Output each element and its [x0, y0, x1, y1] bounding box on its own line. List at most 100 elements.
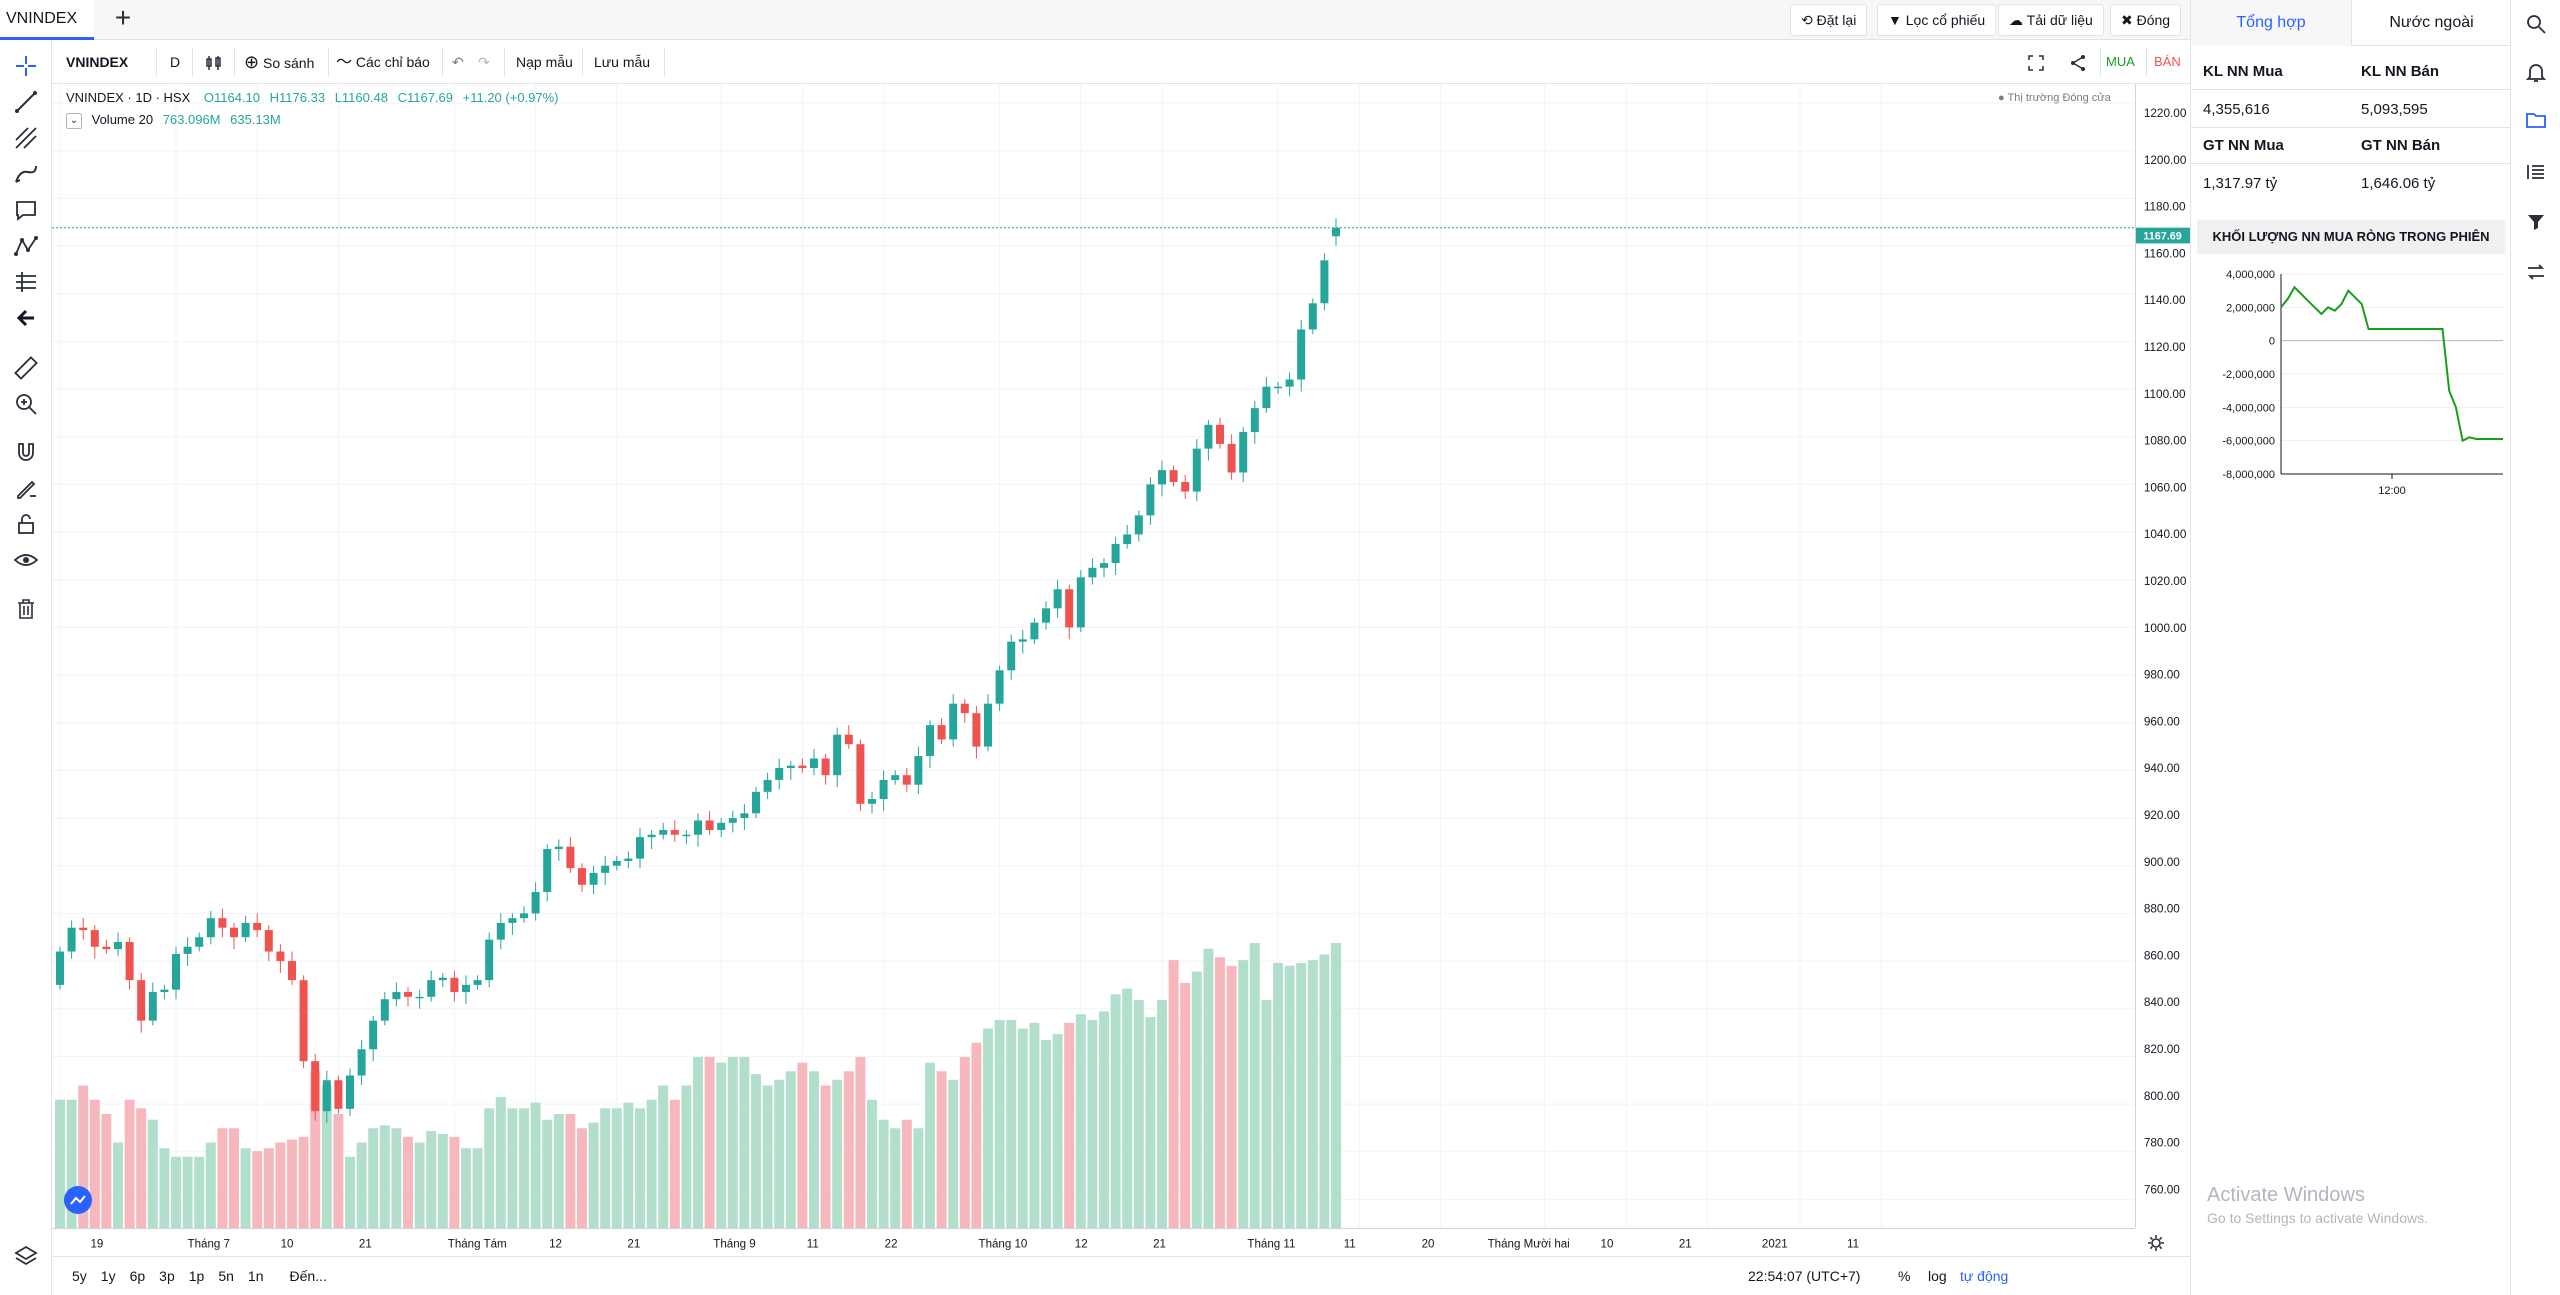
volume-bar [716, 1062, 727, 1228]
candle [1216, 417, 1224, 449]
buy-button[interactable]: MUA [2106, 54, 2135, 69]
volume-bar [600, 1108, 611, 1228]
draw-mode-icon[interactable] [10, 472, 42, 504]
pattern-icon[interactable] [10, 230, 42, 262]
chart-settings-gear-icon[interactable] [2146, 1233, 2170, 1253]
collapse-legend-icon[interactable]: ⌄ [66, 112, 82, 129]
layers-icon[interactable] [10, 1240, 42, 1272]
ruler-icon[interactable] [10, 352, 42, 384]
search-icon[interactable] [2524, 12, 2548, 36]
volume-bar [820, 1085, 831, 1228]
fullscreen-icon[interactable] [2026, 40, 2046, 84]
candle [276, 944, 285, 973]
price-tick-label: 1020.00 [2144, 575, 2187, 588]
volume-bar [693, 1057, 703, 1228]
kl-ban-value: 5,093,595 [2361, 101, 2428, 118]
volume-bar [727, 1057, 738, 1228]
load-template-button[interactable]: Nạp mẫu [516, 54, 573, 70]
time-axis[interactable]: 19 Tháng 7 10 21 Tháng Tám 12 21 Tháng 9 11 22 Thá… [52, 1228, 2135, 1256]
candle [496, 913, 505, 950]
goto-date-button[interactable]: Đến... [289, 1268, 327, 1284]
range-1p[interactable]: 1p [188, 1268, 205, 1284]
indicators-button[interactable]: 〜 Các chỉ báo [336, 40, 430, 84]
candle [752, 787, 760, 819]
tradingview-logo-icon[interactable] [64, 1186, 92, 1214]
undo-icon[interactable]: ↶ [452, 54, 464, 70]
add-tab-button[interactable]: + [114, 2, 132, 33]
reset-label: Đặt lại [1816, 12, 1857, 28]
volume-bar [182, 1156, 193, 1228]
symbol-search[interactable]: VNINDEX [66, 54, 129, 70]
price-tick-label: 840.00 [2144, 996, 2180, 1009]
swap-arrows-icon[interactable] [2524, 260, 2548, 284]
candle [612, 856, 621, 871]
back-arrow-icon[interactable] [10, 302, 42, 334]
sell-button[interactable]: BÁN [2154, 54, 2181, 69]
foreign-trading-panel: Tổng hợp Nước ngoài KL NN Mua KL NN Bán … [2190, 0, 2511, 1295]
crosshair-icon[interactable] [10, 50, 42, 82]
volume-bar [901, 1119, 912, 1228]
log-scale-toggle[interactable]: log [1928, 1268, 1947, 1284]
save-template-button[interactable]: Lưu mẫu [594, 54, 651, 70]
candle [450, 970, 459, 1002]
trend-line-icon[interactable] [10, 86, 42, 118]
range-6p[interactable]: 6p [129, 1268, 146, 1284]
magnet-icon[interactable] [10, 436, 42, 468]
volume-bar [867, 1099, 877, 1228]
auto-scale-toggle[interactable]: tự động [1960, 1268, 2009, 1284]
range-1n[interactable]: 1n [247, 1268, 264, 1284]
candle [299, 975, 308, 1069]
price-axis[interactable]: 760.00 780.00 800.00 820.00 840.00 860.00 880.… [2135, 84, 2190, 1228]
price-tick-label: 880.00 [2144, 903, 2180, 916]
volume-bar [1168, 960, 1179, 1228]
chart-type-icon[interactable] [204, 40, 224, 84]
reset-button[interactable]: ⟲ Đặt lại [1790, 4, 1868, 36]
time-tick-label: Tháng 7 [188, 1238, 230, 1250]
candle [102, 939, 111, 954]
candle [1297, 319, 1306, 392]
range-5y[interactable]: 5y [72, 1268, 87, 1284]
zoom-in-icon[interactable] [10, 388, 42, 420]
net-foreign-volume-chart[interactable]: 4,000,000 2,000,000 0 -2,000,000 -4,000,000 -… [2191, 262, 2511, 502]
interval-selector[interactable]: D [170, 54, 181, 70]
eye-icon[interactable] [10, 544, 42, 576]
filter-stocks-button[interactable]: ▼ Lọc cổ phiếu [1877, 4, 1997, 36]
close-button[interactable]: ✖ Đóng [2110, 4, 2182, 36]
volume-bar [1319, 954, 1330, 1228]
price-chart[interactable] [52, 84, 2135, 1228]
compare-button[interactable]: ⊕ So sánh [244, 40, 314, 84]
range-3p[interactable]: 3p [159, 1268, 175, 1284]
list-icon[interactable] [2524, 160, 2548, 184]
volume-bar [553, 1114, 564, 1228]
panel-tabs: Tổng hợp Nước ngoài [2191, 0, 2511, 46]
tab-nuoc-ngoai[interactable]: Nước ngoài [2351, 0, 2511, 46]
candle [984, 694, 992, 752]
redo-icon[interactable]: ↷ [478, 54, 490, 70]
bell-icon[interactable] [2524, 60, 2548, 84]
candle [485, 932, 494, 988]
range-1y[interactable]: 1y [100, 1268, 116, 1284]
pitchfork-icon[interactable] [10, 122, 42, 154]
lock-icon[interactable] [10, 508, 42, 540]
volume-bar [1006, 1019, 1017, 1228]
text-note-icon[interactable] [10, 194, 42, 226]
volume-bar [878, 1119, 889, 1228]
brush-icon[interactable] [10, 158, 42, 190]
legend-low: L1160.48 [334, 90, 388, 105]
range-5n[interactable]: 5n [218, 1268, 234, 1284]
gt-ban-value: 1,646.06 tỷ [2361, 175, 2436, 192]
filter-funnel-icon[interactable] [2524, 210, 2548, 234]
share-icon[interactable] [2068, 40, 2088, 84]
prediction-icon[interactable] [10, 266, 42, 298]
volume-bar [1191, 971, 1202, 1228]
download-data-button[interactable]: ☁ Tải dữ liệu [1998, 4, 2104, 36]
volume-bar [658, 1085, 669, 1228]
candle [380, 992, 389, 1026]
tab-tong-hop[interactable]: Tổng hợp [2191, 0, 2351, 46]
trash-icon[interactable] [10, 592, 42, 624]
tab-vnindex[interactable]: VNINDEX [0, 0, 94, 40]
percent-scale-toggle[interactable]: % [1898, 1268, 1911, 1284]
folder-icon[interactable] [2524, 108, 2548, 132]
volume-bar [275, 1142, 286, 1228]
